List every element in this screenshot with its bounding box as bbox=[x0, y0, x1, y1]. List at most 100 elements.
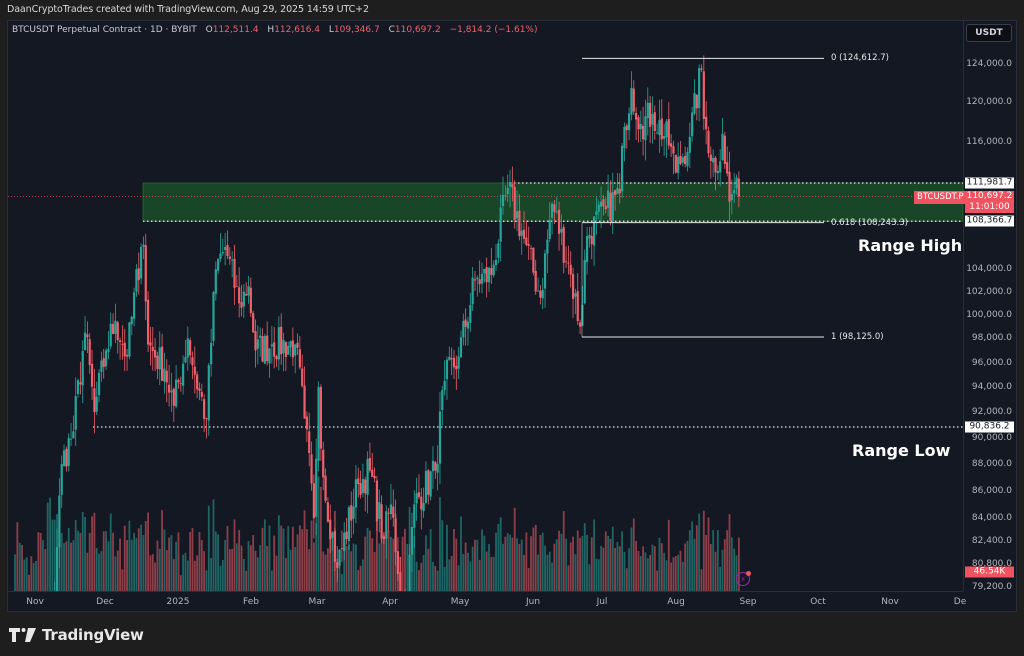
candle-body bbox=[721, 133, 724, 161]
volume-bar bbox=[256, 557, 259, 591]
candle-body bbox=[361, 479, 365, 493]
volume-bar bbox=[242, 558, 245, 591]
candle-body bbox=[268, 348, 271, 364]
candle-body bbox=[560, 228, 563, 233]
candle-body bbox=[408, 554, 411, 591]
volume-bar bbox=[46, 502, 49, 591]
candle-body bbox=[490, 268, 493, 275]
volume-bar bbox=[674, 556, 677, 591]
candle-body bbox=[588, 235, 591, 239]
volume-bar bbox=[628, 548, 631, 591]
volume-bar bbox=[114, 556, 117, 591]
price-tick: 82,400.0 bbox=[971, 535, 1012, 546]
candle-body bbox=[504, 195, 507, 197]
candle-body bbox=[543, 253, 547, 289]
volume-bar bbox=[609, 538, 612, 591]
time-tick: Oct bbox=[810, 597, 826, 607]
candle-body bbox=[270, 344, 273, 347]
candle-body bbox=[284, 342, 287, 357]
volume-bar bbox=[721, 549, 724, 591]
candle-body bbox=[436, 463, 439, 473]
candle-body bbox=[735, 177, 738, 189]
volume-bar bbox=[565, 538, 567, 591]
candle-body bbox=[434, 462, 437, 471]
volume-bar bbox=[600, 545, 602, 591]
candle-body bbox=[606, 190, 610, 208]
volume-bar bbox=[387, 530, 390, 591]
volume-bar bbox=[420, 562, 423, 591]
price-tick: 102,000.0 bbox=[966, 286, 1012, 297]
candle-body bbox=[737, 178, 740, 197]
candle-body bbox=[691, 112, 694, 137]
candle-body bbox=[651, 114, 654, 125]
volume-bar bbox=[163, 529, 166, 591]
candlestick-chart[interactable] bbox=[8, 21, 963, 591]
volume-bar bbox=[432, 561, 434, 591]
time-tick: Apr bbox=[382, 597, 398, 607]
volume-bar bbox=[630, 527, 633, 591]
currency-selector[interactable]: USDT bbox=[966, 24, 1012, 42]
volume-bar bbox=[434, 565, 437, 591]
volume-bar bbox=[513, 507, 516, 591]
candle-body bbox=[86, 334, 89, 338]
volume-bar bbox=[254, 550, 257, 591]
current-price-label: 110,697.2 11:01:00 bbox=[965, 191, 1014, 214]
volume-bar bbox=[14, 554, 16, 591]
candle-body bbox=[485, 267, 488, 283]
time-tick: Dec bbox=[96, 597, 114, 607]
candle-body bbox=[604, 205, 607, 210]
volume-bar bbox=[25, 557, 28, 591]
chart-plot-area[interactable] bbox=[8, 21, 963, 591]
time-tick: 2025 bbox=[166, 597, 190, 607]
candle-body bbox=[158, 347, 161, 370]
volume-bar bbox=[142, 534, 145, 591]
candle-body bbox=[726, 162, 729, 174]
candle-body bbox=[553, 204, 556, 212]
volume-bar bbox=[23, 559, 26, 591]
volume-bar bbox=[245, 570, 248, 591]
volume-bar bbox=[172, 559, 175, 591]
events-flash-icon[interactable]: ⚡ bbox=[736, 571, 751, 586]
candle-body bbox=[618, 188, 621, 194]
volume-bar bbox=[637, 550, 640, 591]
volume-bar bbox=[32, 562, 35, 591]
candle-body bbox=[72, 431, 75, 439]
volume-bar bbox=[312, 542, 315, 591]
volume-bar bbox=[247, 541, 250, 591]
volume-bar bbox=[296, 534, 299, 591]
volume-bar bbox=[616, 542, 619, 591]
candle-body bbox=[186, 338, 189, 358]
volume-bar bbox=[112, 532, 114, 591]
volume-bar bbox=[588, 564, 591, 591]
price-axis[interactable]: 124,000.0 120,000.0 116,000.0 104,000.0 102,… bbox=[963, 21, 1016, 592]
volume-bar bbox=[352, 543, 355, 591]
candle-body bbox=[564, 261, 568, 263]
candle-body bbox=[298, 349, 301, 368]
volume-bar bbox=[170, 535, 173, 591]
candle-body bbox=[275, 356, 278, 360]
volume-bar bbox=[490, 557, 493, 591]
time-axis[interactable]: Nov Dec 2025 Feb Mar Apr May Jun Jul Aug Sep Oct Nov… bbox=[8, 591, 966, 612]
candle-body bbox=[207, 365, 210, 421]
candle-body bbox=[574, 293, 577, 297]
volume-bar bbox=[516, 538, 518, 591]
volume-bar bbox=[644, 552, 647, 591]
volume-bar bbox=[252, 535, 255, 591]
volume-bar bbox=[443, 566, 446, 591]
volume-bar bbox=[228, 549, 231, 591]
volume-bar bbox=[469, 561, 472, 591]
candle-body bbox=[569, 264, 572, 275]
candle-body bbox=[254, 331, 257, 351]
volume-bar bbox=[144, 521, 147, 591]
candle-body bbox=[663, 136, 666, 139]
candle-body bbox=[644, 116, 647, 141]
symbol-info[interactable]: BTCUSDT Perpetual Contract · 1D · BYBIT bbox=[12, 25, 197, 35]
volume-bar bbox=[483, 535, 486, 591]
candle-body bbox=[730, 193, 733, 201]
candle-body bbox=[205, 418, 208, 420]
candle-body bbox=[424, 470, 428, 503]
price-tick: 86,000.0 bbox=[971, 485, 1012, 496]
candle-body bbox=[667, 119, 670, 146]
volume-bar bbox=[597, 559, 600, 591]
candle-body bbox=[375, 480, 379, 522]
